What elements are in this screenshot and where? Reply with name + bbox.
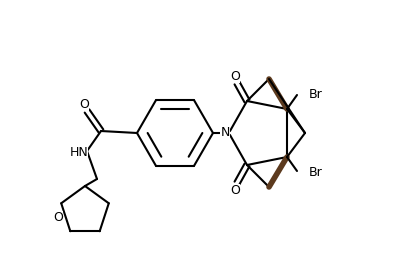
Text: HN: HN	[70, 147, 88, 160]
Text: N: N	[220, 126, 230, 139]
Text: O: O	[230, 183, 240, 197]
Text: Br: Br	[309, 87, 323, 100]
Text: O: O	[53, 211, 63, 224]
Text: Br: Br	[309, 166, 323, 179]
Text: O: O	[230, 69, 240, 82]
Text: O: O	[79, 98, 89, 111]
